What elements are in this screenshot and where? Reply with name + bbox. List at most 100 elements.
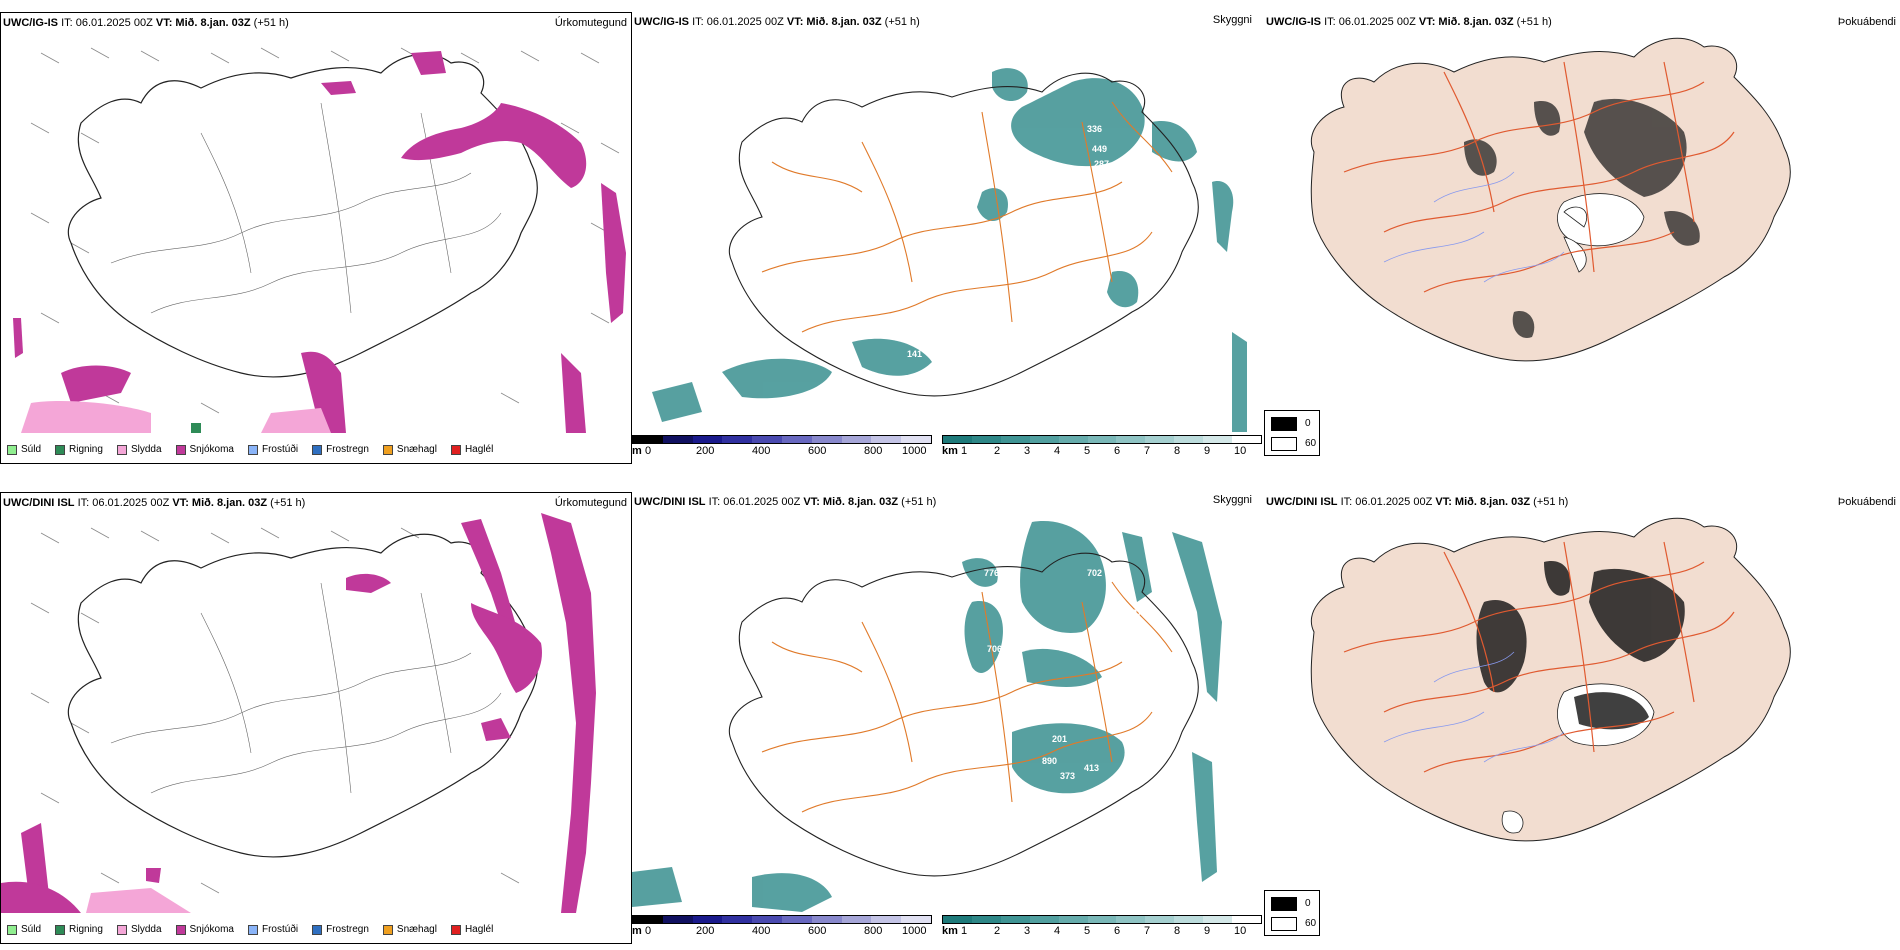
colorbar-segment bbox=[1203, 436, 1233, 443]
legend-swatch bbox=[450, 924, 461, 935]
road-network bbox=[761, 101, 1173, 333]
legend-item: Slydda bbox=[116, 924, 162, 935]
wind-barbs bbox=[30, 47, 620, 414]
precip-map bbox=[13, 47, 626, 433]
visibility-colorbar-labels: km 1 2 3 4 5 6 7 8 9 10 bbox=[942, 444, 1262, 458]
legend-item: Snjókoma bbox=[175, 444, 234, 455]
legend-swatch bbox=[116, 924, 127, 935]
init-time: IT: 06.01.2025 00Z bbox=[77, 497, 170, 509]
colorbar-segment bbox=[692, 916, 723, 923]
visibility-panel-bottom: UWC/DINI ISL IT: 06.01.2025 00Z VT: Mið.… bbox=[632, 492, 1264, 944]
tick-label: 400 bbox=[752, 925, 771, 937]
init-time: IT: 06.01.2025 00Z bbox=[692, 16, 784, 28]
glaciers bbox=[1557, 193, 1645, 273]
colorbar-segment bbox=[1116, 436, 1146, 443]
model-name: UWC/DINI ISL bbox=[634, 496, 706, 508]
fog-indicator-areas bbox=[1464, 98, 1700, 338]
rivers bbox=[1383, 171, 1565, 283]
ceiling-values: 776 702 443 279 062 706 201 890 373 413 bbox=[984, 568, 1187, 781]
colorbar-segment bbox=[1087, 436, 1117, 443]
ceiling-colorbar: m 0 200 400 600 800 1000 bbox=[632, 435, 932, 463]
fog-legend-white bbox=[1271, 917, 1297, 931]
sleet-areas bbox=[21, 401, 331, 433]
ceiling-label: 449 bbox=[1092, 144, 1107, 154]
legend-swatch bbox=[312, 444, 323, 455]
lead-time: (+51 h) bbox=[901, 496, 937, 508]
tick-label: 400 bbox=[752, 445, 771, 457]
tick-label: 8 bbox=[1174, 445, 1181, 457]
valid-label: VT: bbox=[803, 496, 820, 508]
wind-barbs bbox=[30, 527, 520, 894]
unit-label: m bbox=[632, 925, 642, 937]
legend-swatch bbox=[55, 444, 66, 455]
fog-map bbox=[1310, 37, 1791, 362]
tick-label: 6 bbox=[1114, 445, 1121, 457]
ceiling-colorbar-labels: m 0 200 400 600 800 1000 bbox=[632, 924, 932, 938]
iceland-outline bbox=[728, 72, 1199, 397]
fog-panel-bottom: UWC/DINI ISL IT: 06.01.2025 00Z VT: Mið.… bbox=[1264, 492, 1900, 944]
panel-header: UWC/IG-IS IT: 06.01.2025 00Z VT: Mið. 8.… bbox=[1266, 16, 1552, 28]
colorbar-segment bbox=[692, 436, 723, 443]
low-visibility-areas bbox=[652, 68, 1247, 432]
visibility-colorbar-strip bbox=[942, 915, 1262, 924]
valid-time: Mið. 8.jan. 03Z bbox=[191, 497, 268, 509]
legend-swatch bbox=[55, 924, 66, 935]
colorbar-segment bbox=[871, 916, 902, 923]
colorbar-segment bbox=[1087, 916, 1117, 923]
tick-label: 3 bbox=[1024, 925, 1031, 937]
colorbar-segment bbox=[971, 916, 1001, 923]
valid-time: Mið. 8.jan. 03Z bbox=[175, 17, 251, 29]
rain-areas bbox=[191, 423, 201, 433]
visibility-colorbar: km 1 2 3 4 5 6 7 8 9 10 bbox=[942, 435, 1262, 463]
fog-legend-white-label: 60 bbox=[1305, 438, 1317, 449]
ceiling-label: 702 bbox=[1087, 568, 1102, 578]
valid-label: VT: bbox=[1418, 16, 1436, 28]
ceiling-label: 133 bbox=[917, 376, 932, 386]
colorbar-segment bbox=[1232, 916, 1261, 923]
panel-title: Þokuábendi bbox=[1837, 16, 1896, 28]
colorbar-segment bbox=[662, 436, 693, 443]
tick-label: 1 bbox=[961, 445, 968, 457]
visibility-colorbar-strip bbox=[942, 435, 1262, 444]
lead-time: (+51 h) bbox=[270, 497, 306, 509]
legend-swatch bbox=[116, 444, 127, 455]
low-visibility-areas bbox=[632, 521, 1222, 912]
lead-time: (+51 h) bbox=[884, 16, 920, 28]
colorbar-segment bbox=[1029, 916, 1059, 923]
panel-header: UWC/DINI ISL IT: 06.01.2025 00Z VT: Mið.… bbox=[1266, 496, 1568, 508]
tick-label: 4 bbox=[1054, 925, 1061, 937]
legend-swatch bbox=[7, 924, 17, 935]
colorbar-segment bbox=[943, 436, 972, 443]
precip-map bbox=[1, 513, 596, 913]
visibility-panel-top: UWC/IG-IS IT: 06.01.2025 00Z VT: Mið. 8.… bbox=[632, 12, 1264, 464]
colorbar-segment bbox=[633, 436, 663, 443]
legend-swatch bbox=[7, 444, 17, 455]
colorbar-segment bbox=[1145, 916, 1175, 923]
colorbar-segment bbox=[1058, 916, 1088, 923]
tick-label: 200 bbox=[696, 445, 715, 457]
model-name: UWC/IG-IS bbox=[3, 17, 58, 29]
colorbar-segment bbox=[722, 436, 753, 443]
legend-swatch bbox=[175, 924, 186, 935]
ceiling-label: 48 bbox=[1102, 172, 1112, 182]
tick-label: 600 bbox=[808, 445, 827, 457]
legend-label: Frostregn bbox=[326, 924, 369, 935]
colorbar-segment bbox=[722, 916, 753, 923]
legend-item: Frostregn bbox=[312, 444, 369, 455]
valid-time: Mið. 8.jan. 03Z bbox=[1438, 16, 1514, 28]
ceiling-label: 141 bbox=[907, 349, 922, 359]
legend-swatch bbox=[247, 444, 258, 455]
colorbar-segment bbox=[943, 916, 972, 923]
valid-time: Mið. 8.jan. 03Z bbox=[822, 496, 899, 508]
legend-swatch bbox=[175, 444, 186, 455]
tick-label: 9 bbox=[1204, 925, 1211, 937]
fog-legend: 0 60 bbox=[1264, 890, 1320, 936]
colorbar-segment bbox=[901, 916, 931, 923]
iceland-outline bbox=[728, 552, 1199, 877]
model-name: UWC/DINI ISL bbox=[3, 497, 75, 509]
colorbar-segment bbox=[811, 916, 842, 923]
colorbar-segment bbox=[1203, 916, 1233, 923]
colorbar-segment bbox=[841, 916, 872, 923]
legend-swatch bbox=[382, 924, 393, 935]
legend-label: Slydda bbox=[130, 444, 162, 455]
